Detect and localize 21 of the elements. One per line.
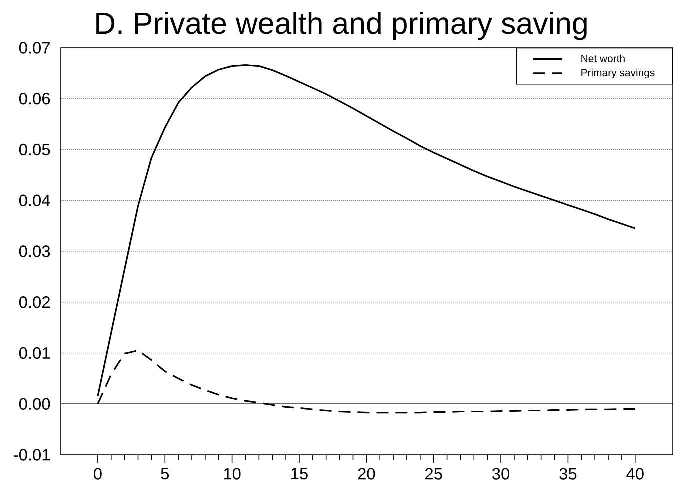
y-tick-label: 0.04 <box>19 194 50 206</box>
x-tick-label: 35 <box>560 468 577 480</box>
x-tick-label: 0 <box>94 468 102 480</box>
x-tick-label: 30 <box>492 468 510 480</box>
x-tick-label: 40 <box>626 468 644 480</box>
legend-label: Net worth <box>582 54 625 62</box>
y-tick-label: 0.03 <box>19 246 50 258</box>
legend-label: Primary savings <box>582 68 655 79</box>
x-tick-label: 15 <box>292 468 308 480</box>
y-tick-label: -0.01 <box>14 449 50 461</box>
y-tick-label: 0.00 <box>19 398 50 410</box>
x-tick-label: 5 <box>161 468 170 480</box>
chart-title: D. Private wealth and primary saving <box>96 12 587 40</box>
x-tick-label: 25 <box>426 468 442 480</box>
y-tick-label: 0.06 <box>19 93 50 105</box>
x-tick-label: 20 <box>358 468 376 480</box>
y-tick-label: 0.01 <box>19 347 50 360</box>
y-tick-label: 0.02 <box>19 296 50 308</box>
y-tick-label: 0.05 <box>19 144 50 156</box>
y-tick-label: 0.07 <box>19 42 50 54</box>
x-tick-label: 10 <box>224 468 241 480</box>
